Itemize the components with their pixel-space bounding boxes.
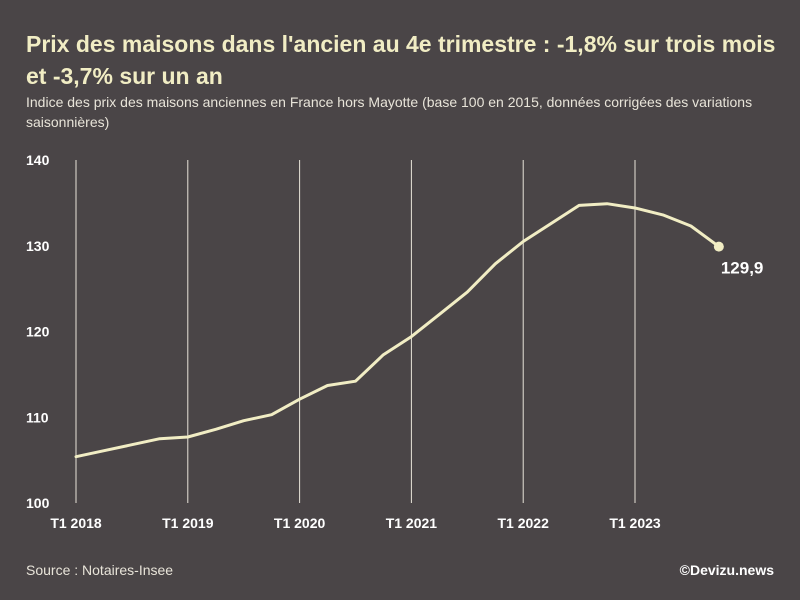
y-tick-label: 120 xyxy=(26,324,50,340)
end-value-label: 129,9 xyxy=(721,259,764,278)
vertical-gridlines xyxy=(75,160,636,503)
x-tick-label: T1 2019 xyxy=(162,515,214,531)
credit-link[interactable]: ©Devizu.news xyxy=(679,562,774,578)
series-markers: 129,9 xyxy=(713,241,764,278)
x-axis-ticks: T1 2018 T1 2019 T1 2020 T1 2021 T1 2022 T1 20… xyxy=(50,515,661,531)
x-tick-label: T1 2018 xyxy=(50,515,102,531)
series-line xyxy=(74,202,721,459)
x-tick-label: T1 2022 xyxy=(498,515,550,531)
y-tick-label: 110 xyxy=(26,409,49,425)
x-tick-label: T1 2021 xyxy=(386,515,438,531)
y-tick-label: 100 xyxy=(26,495,50,511)
x-tick-label: T1 2023 xyxy=(609,515,661,531)
end-point-marker xyxy=(713,241,724,252)
x-tick-label: T1 2020 xyxy=(274,515,326,531)
source-note: Source : Notaires-Insee xyxy=(26,562,174,578)
chart-subtitle: Indice des prix des maisons anciennes en… xyxy=(26,94,753,130)
series-lines xyxy=(74,202,721,459)
y-axis-ticks: 100 110 120 130 140 xyxy=(26,152,50,511)
chart-title: Prix des maisons dans l'ancien au 4e tri… xyxy=(26,31,776,89)
y-tick-label: 140 xyxy=(26,152,50,168)
y-tick-label: 130 xyxy=(26,238,50,254)
